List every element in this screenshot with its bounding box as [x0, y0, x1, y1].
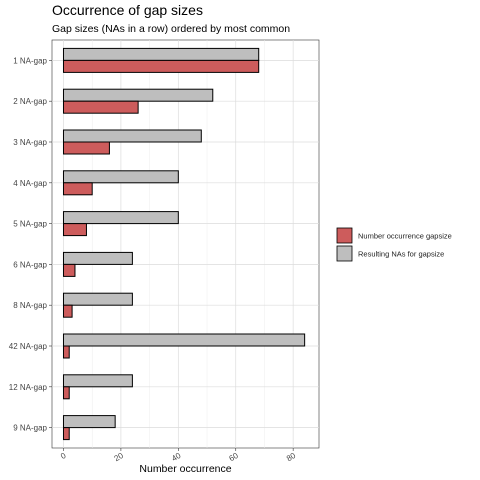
y-tick-label: 9 NA-gap: [13, 424, 47, 433]
bars: [62, 47, 306, 441]
y-tick-label: 1 NA-gap: [13, 56, 47, 65]
y-tick-label: 2 NA-gap: [13, 97, 47, 106]
legend-key: [336, 245, 353, 262]
bar-number-occurrence: [62, 263, 76, 277]
y-tick-label: 42 NA-gap: [9, 342, 48, 351]
legend: Number occurrence gapsize Resulting NAs f…: [336, 227, 452, 262]
x-axis-title: Number occurrence: [139, 463, 231, 475]
bar-resulting-nas: [62, 374, 133, 388]
legend-label: Resulting NAs for gapsize: [358, 250, 444, 259]
bar-number-occurrence: [62, 345, 70, 359]
bar-number-occurrence: [62, 304, 73, 318]
bar-number-occurrence: [62, 100, 139, 114]
bar-number-occurrence: [62, 427, 70, 441]
y-tick-label: 12 NA-gap: [9, 383, 48, 392]
bar-resulting-nas: [62, 129, 202, 143]
y-tick-label: 3 NA-gap: [13, 138, 47, 147]
x-tick-label: 60: [228, 451, 241, 464]
x-tick-label: 40: [170, 451, 183, 464]
y-tick-label: 8 NA-gap: [13, 301, 47, 310]
bar-resulting-nas: [62, 333, 306, 347]
x-tick-labels: 0 20 40 60 80: [59, 448, 298, 463]
x-tick-label: 80: [285, 451, 298, 464]
bar-resulting-nas: [62, 88, 214, 102]
bar-resulting-nas: [62, 292, 133, 306]
chart-subtitle: Gap sizes (NAs in a row) ordered by most…: [52, 23, 290, 35]
bar-resulting-nas: [62, 211, 179, 225]
x-tick-label: 20: [113, 451, 126, 464]
y-tick-label: 6 NA-gap: [13, 260, 47, 269]
y-tick-labels: 1 NA-gap 2 NA-gap 3 NA-gap 4 NA-gap 5 NA-gap…: [9, 56, 52, 433]
legend-key: [336, 227, 353, 244]
y-tick-label: 4 NA-gap: [13, 179, 47, 188]
chart-title: Occurrence of gap sizes: [52, 2, 203, 18]
legend-label: Number occurrence gapsize: [358, 232, 452, 241]
bar-number-occurrence: [62, 386, 70, 400]
bar-resulting-nas: [62, 47, 260, 61]
bar-number-occurrence: [62, 141, 110, 155]
x-tick-label: 0: [59, 451, 68, 461]
bar-resulting-nas: [62, 415, 116, 429]
bar-number-occurrence: [62, 223, 87, 237]
bar-resulting-nas: [62, 251, 133, 265]
bar-number-occurrence: [62, 182, 93, 196]
bar-resulting-nas: [62, 170, 179, 184]
y-tick-label: 5 NA-gap: [13, 220, 47, 229]
bar-number-occurrence: [62, 59, 260, 73]
